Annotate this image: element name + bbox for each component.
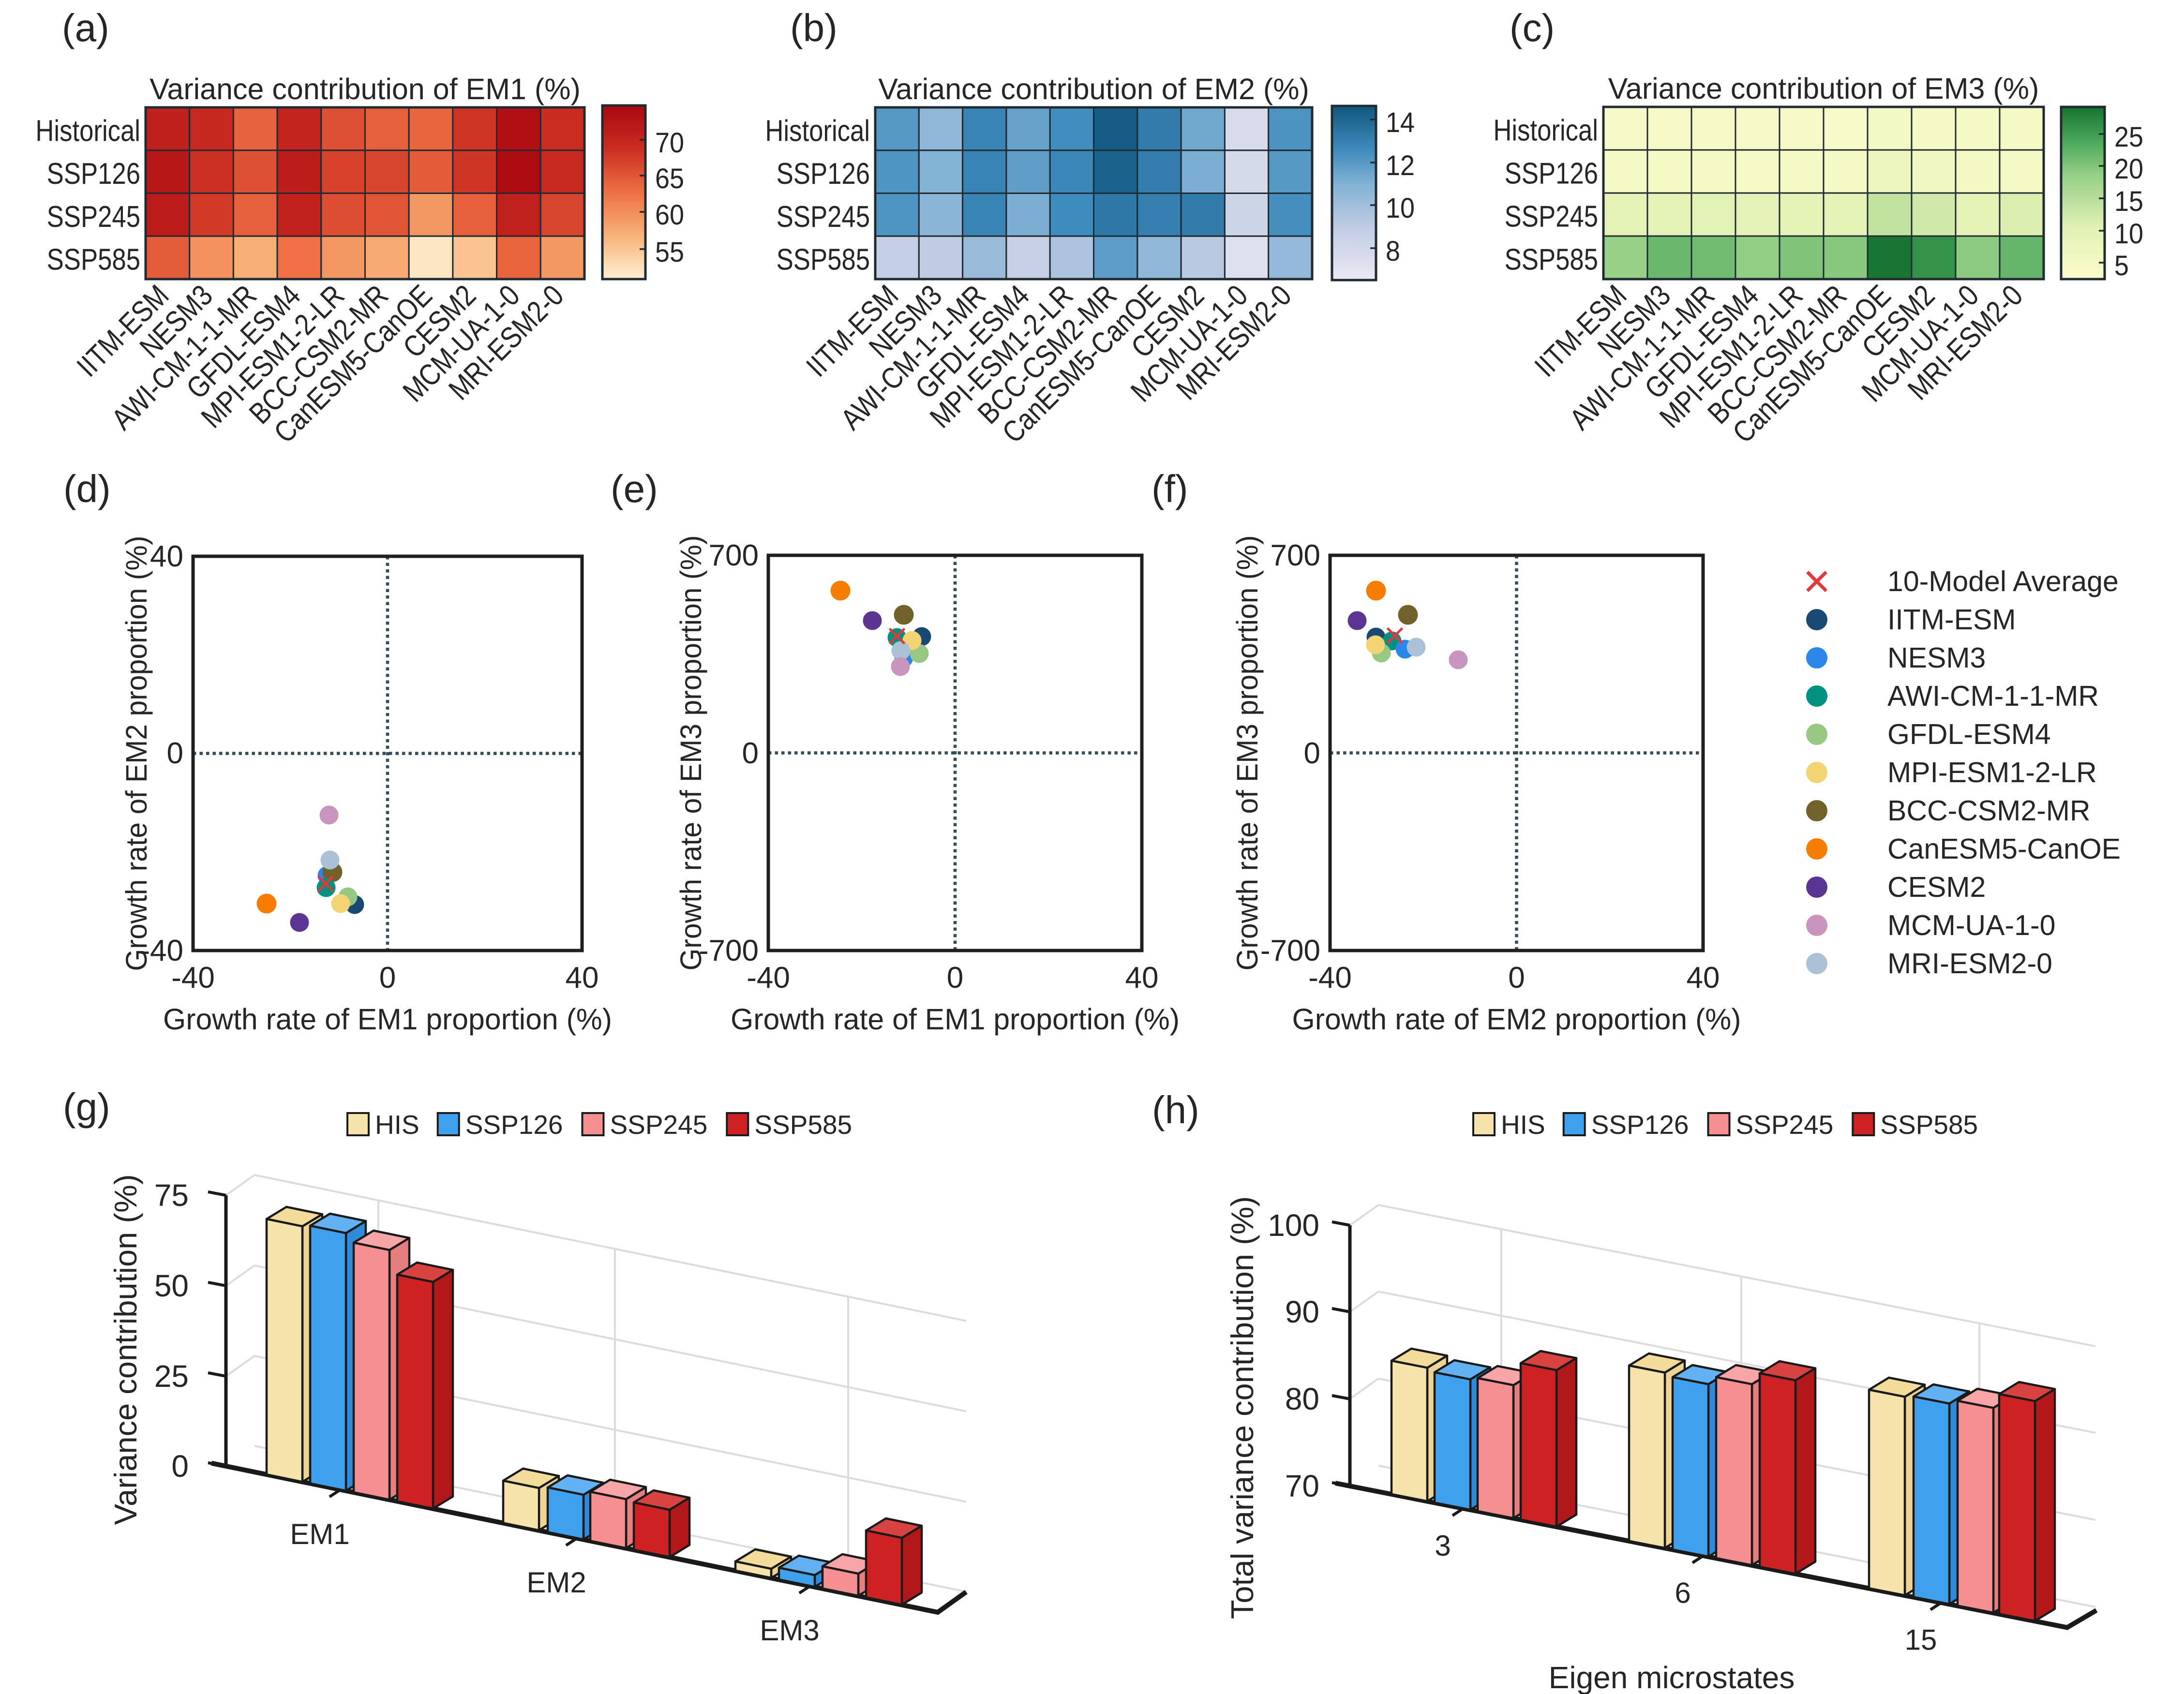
svg-text:50: 50: [154, 1268, 189, 1303]
svg-text:Historical: Historical: [35, 114, 140, 148]
svg-text:SSP245: SSP245: [1505, 200, 1598, 234]
svg-text:80: 80: [1285, 1382, 1319, 1416]
svg-text:0: 0: [379, 961, 396, 995]
svg-text:70: 70: [655, 127, 684, 159]
svg-text:Growth rate of EM1 proportion: Growth rate of EM1 proportion (%): [731, 1003, 1180, 1036]
svg-text:EM2: EM2: [526, 1566, 586, 1599]
svg-text:(e): (e): [611, 467, 658, 510]
svg-text:-40: -40: [1308, 961, 1352, 995]
svg-text:Growth rate of EM3 proportion: Growth rate of EM3 proportion (%): [1231, 535, 1264, 971]
svg-text:EM3: EM3: [760, 1614, 819, 1647]
svg-text:40: 40: [1687, 961, 1720, 995]
svg-text:Variance contribution of EM2 (: Variance contribution of EM2 (%): [878, 73, 1309, 105]
svg-text:65: 65: [655, 163, 684, 194]
svg-text:Variance contribution (%): Variance contribution (%): [108, 1174, 143, 1525]
svg-text:55: 55: [655, 237, 684, 268]
svg-text:MRI-ESM2-0: MRI-ESM2-0: [1887, 948, 2052, 980]
svg-text:75: 75: [154, 1178, 189, 1213]
svg-text:0: 0: [167, 737, 183, 770]
svg-text:25: 25: [154, 1359, 189, 1394]
svg-text:100: 100: [1268, 1208, 1319, 1243]
svg-text:SSP245: SSP245: [610, 1110, 708, 1140]
svg-text:40: 40: [566, 961, 599, 995]
svg-text:(a): (a): [62, 6, 109, 49]
svg-text:Historical: Historical: [1493, 114, 1598, 148]
svg-text:CanESM5-CanOE: CanESM5-CanOE: [1887, 833, 2121, 865]
svg-text:20: 20: [2114, 153, 2143, 185]
svg-text:14: 14: [1386, 107, 1415, 138]
svg-text:HIS: HIS: [375, 1110, 419, 1140]
svg-text:AWI-CM-1-1-MR: AWI-CM-1-1-MR: [1887, 680, 2099, 712]
svg-text:SSP126: SSP126: [465, 1110, 563, 1140]
svg-text:SSP126: SSP126: [1505, 157, 1598, 191]
svg-text:SSP126: SSP126: [47, 157, 140, 191]
svg-text:0: 0: [1304, 737, 1320, 770]
svg-text:CESM2: CESM2: [1887, 871, 1986, 903]
svg-text:SSP126: SSP126: [1591, 1110, 1689, 1140]
svg-text:BCC-CSM2-MR: BCC-CSM2-MR: [1887, 795, 2091, 827]
svg-text:-40: -40: [171, 961, 215, 995]
svg-text:5: 5: [2114, 250, 2129, 282]
svg-text:40: 40: [150, 540, 183, 573]
svg-text:0: 0: [742, 737, 759, 770]
svg-text:SSP126: SSP126: [777, 157, 870, 191]
svg-text:Historical: Historical: [765, 114, 870, 148]
svg-text:Eigen microstates: Eigen microstates: [1549, 1660, 1795, 1694]
svg-text:10-Model Average: 10-Model Average: [1887, 565, 2119, 597]
svg-text:(c): (c): [1510, 6, 1555, 49]
svg-text:NESM3: NESM3: [1887, 642, 1986, 674]
svg-text:MPI-ESM1-2-LR: MPI-ESM1-2-LR: [1887, 757, 2097, 788]
svg-text:0: 0: [1508, 961, 1525, 995]
svg-text:-40: -40: [140, 934, 183, 967]
svg-text:70: 70: [1285, 1469, 1319, 1503]
svg-text:0: 0: [171, 1449, 189, 1484]
svg-text:8: 8: [1386, 236, 1400, 267]
svg-text:0: 0: [947, 961, 963, 995]
svg-text:90: 90: [1285, 1294, 1319, 1329]
svg-text:Growth rate of EM2 proportion: Growth rate of EM2 proportion (%): [1292, 1003, 1741, 1036]
svg-text:SSP585: SSP585: [1505, 243, 1598, 277]
svg-text:Variance contribution of EM1 (: Variance contribution of EM1 (%): [150, 73, 581, 105]
svg-text:IITM-ESM: IITM-ESM: [1887, 604, 2016, 636]
svg-text:700: 700: [1271, 539, 1320, 572]
svg-text:SSP585: SSP585: [777, 243, 870, 277]
svg-text:6: 6: [1675, 1577, 1690, 1609]
svg-text:Total variance contribution (%: Total variance contribution (%): [1225, 1196, 1260, 1619]
svg-text:60: 60: [655, 199, 684, 231]
svg-text:Growth rate of EM2 proportion: Growth rate of EM2 proportion (%): [120, 536, 153, 971]
svg-text:MCM-UA-1-0: MCM-UA-1-0: [1887, 909, 2055, 941]
svg-text:(b): (b): [790, 6, 838, 49]
svg-text:10: 10: [1386, 193, 1415, 224]
svg-text:-40: -40: [747, 961, 790, 995]
svg-text:10: 10: [2114, 218, 2143, 250]
svg-text:Variance contribution of EM3 (: Variance contribution of EM3 (%): [1608, 72, 2039, 105]
svg-text:SSP585: SSP585: [47, 243, 140, 277]
svg-text:EM1: EM1: [290, 1518, 349, 1550]
svg-text:(d): (d): [63, 467, 111, 510]
svg-text:-700: -700: [1260, 934, 1320, 967]
svg-text:(f): (f): [1152, 467, 1188, 510]
svg-text:SSP245: SSP245: [777, 200, 870, 234]
svg-text:Growth rate of EM3 proportion: Growth rate of EM3 proportion (%): [674, 535, 707, 971]
svg-text:3: 3: [1435, 1530, 1451, 1562]
svg-text:12: 12: [1386, 150, 1415, 181]
svg-text:(h): (h): [1152, 1088, 1199, 1131]
svg-text:Growth rate of EM1 proportion: Growth rate of EM1 proportion (%): [163, 1003, 612, 1036]
svg-text:700: 700: [709, 539, 759, 572]
svg-text:SSP585: SSP585: [1880, 1110, 1978, 1140]
svg-text:SSP585: SSP585: [754, 1110, 852, 1140]
svg-text:25: 25: [2114, 121, 2143, 153]
svg-text:40: 40: [1125, 961, 1159, 995]
svg-text:SSP245: SSP245: [47, 200, 140, 234]
svg-text:SSP245: SSP245: [1736, 1110, 1834, 1140]
svg-text:(g): (g): [63, 1085, 110, 1129]
svg-text:HIS: HIS: [1501, 1110, 1545, 1140]
svg-text:-700: -700: [699, 934, 759, 967]
svg-text:15: 15: [2114, 186, 2143, 217]
svg-text:GFDL-ESM4: GFDL-ESM4: [1887, 718, 2051, 750]
svg-text:15: 15: [1905, 1624, 1937, 1656]
